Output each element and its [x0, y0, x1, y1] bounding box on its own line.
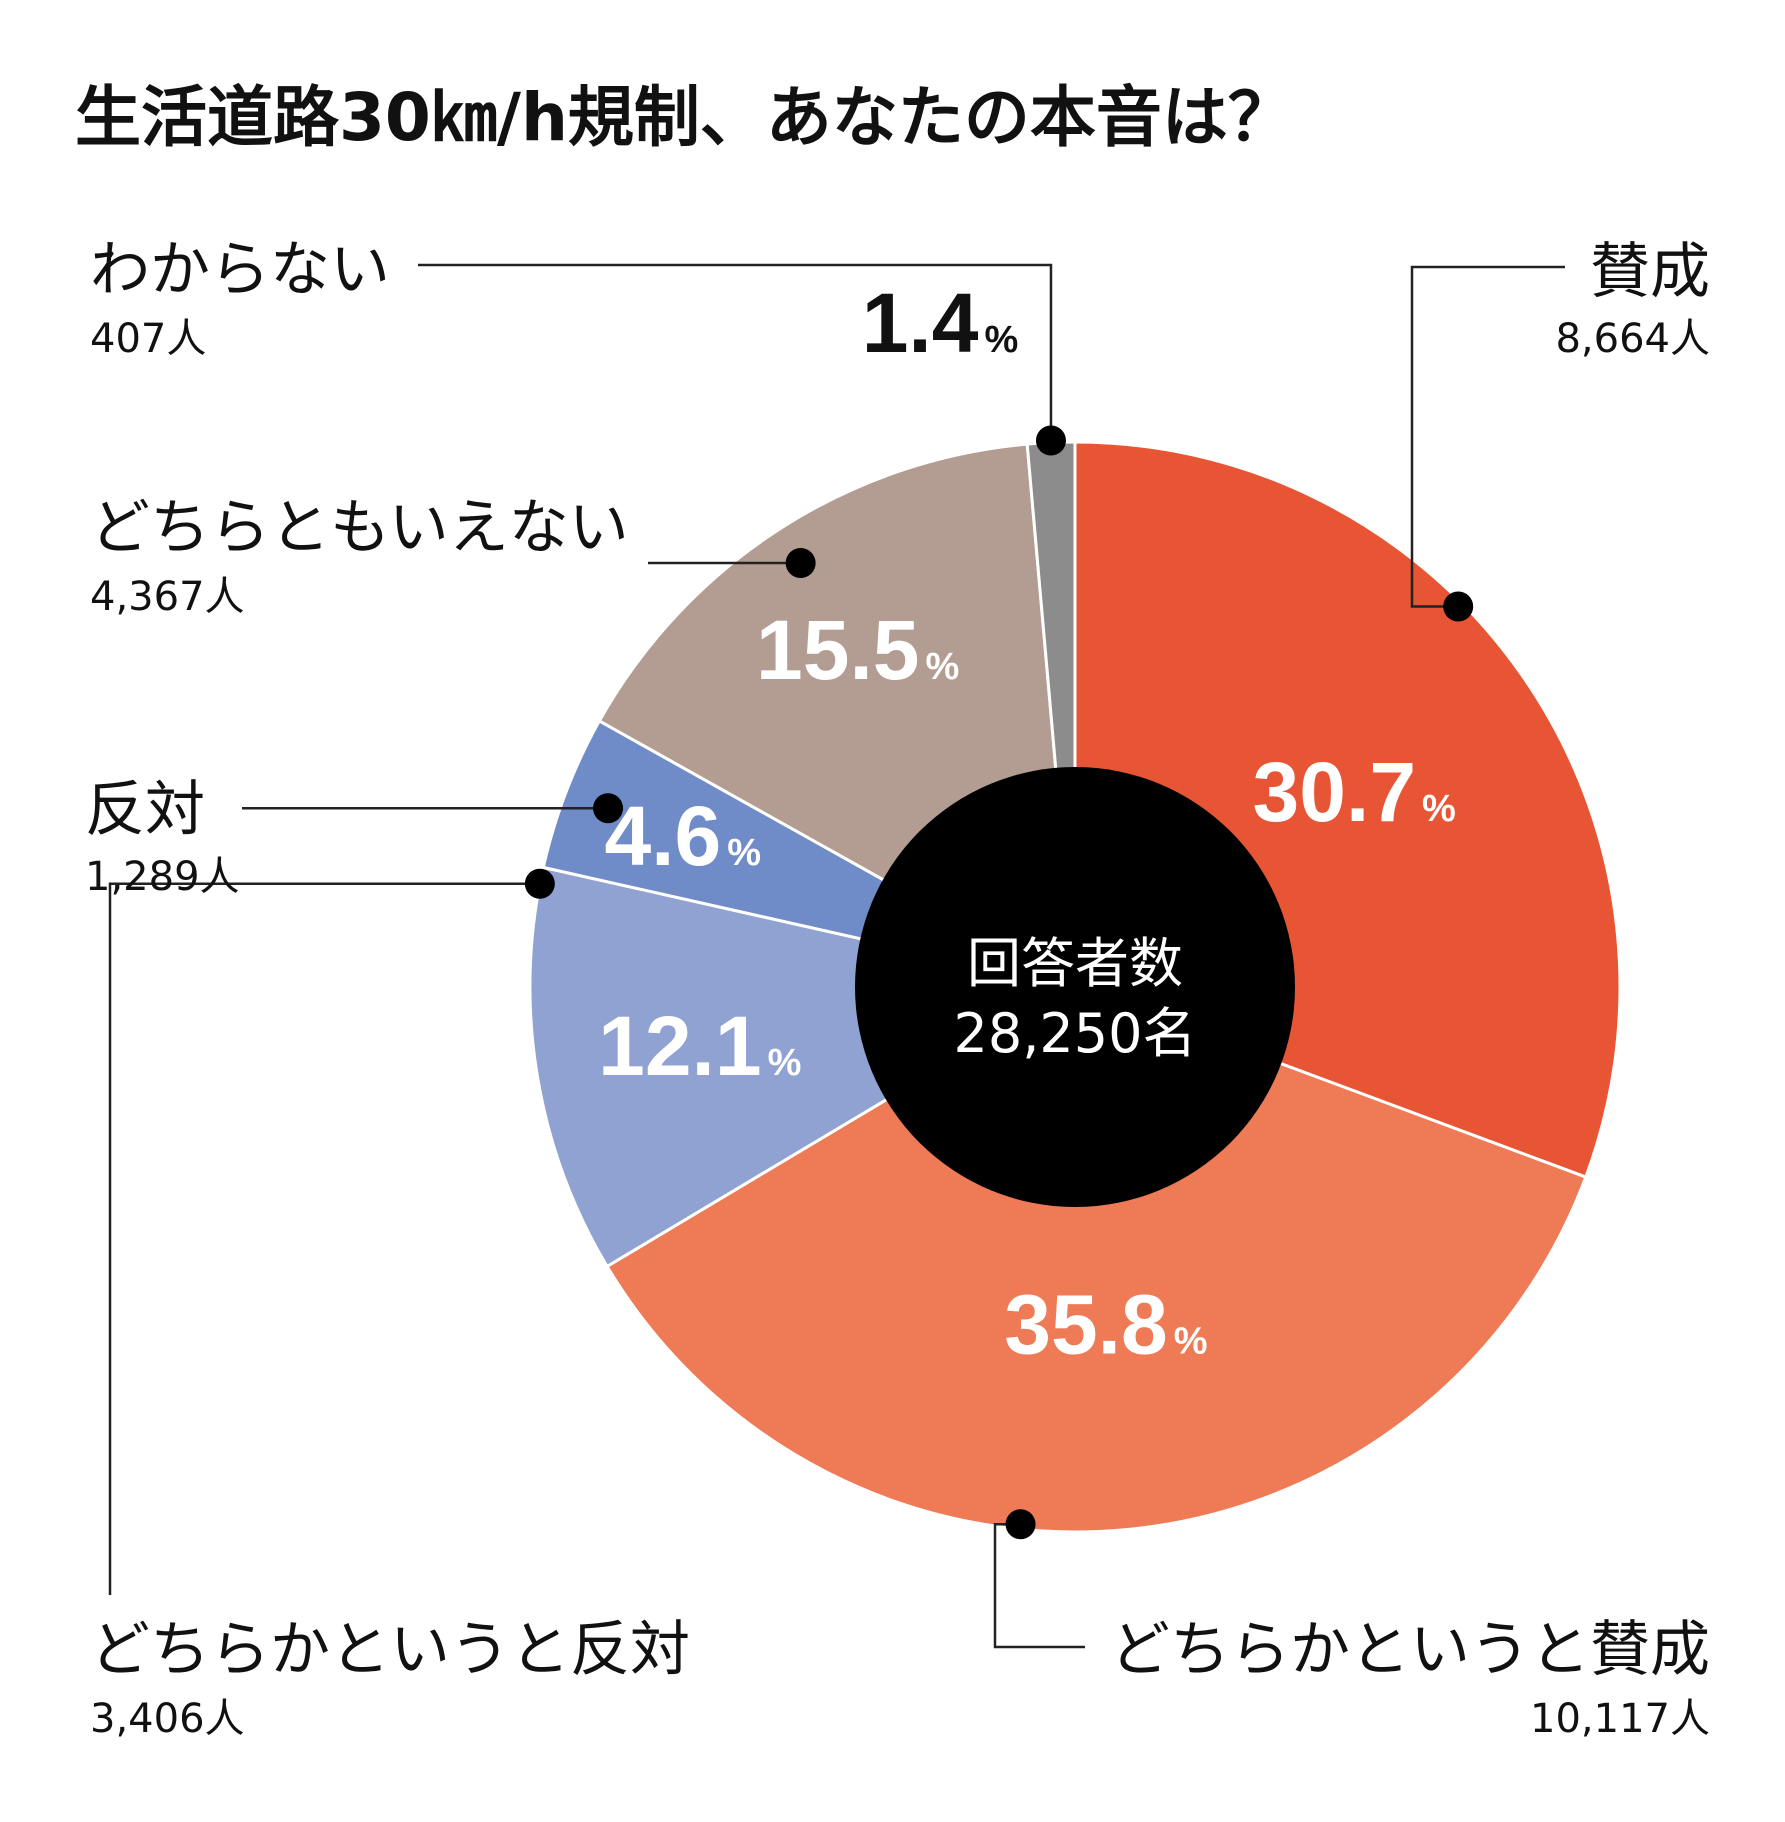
leader-dot-somewhat-disagree — [524, 868, 555, 899]
labels-group: 賛成 8,664人 30.7 % どちらかというと賛成 10,117人 35.8 % どちらかと… — [85, 235, 1710, 1742]
percent-label-somewhat-disagree: 12.1% — [598, 999, 801, 1093]
center-label: 回答者数 — [967, 932, 1183, 995]
count-label-somewhat-agree: 10,117人 — [1530, 1696, 1710, 1742]
category-label-disagree: 反対 — [85, 775, 205, 845]
slice-somewhat-agree — [604, 985, 1588, 1534]
leader-dot-disagree — [593, 793, 624, 824]
leader-dot-somewhat-agree — [1005, 1509, 1036, 1540]
leader-dot-unknown — [1035, 425, 1066, 456]
center-value: 28,250名 — [954, 1002, 1197, 1065]
leader-dot-agree — [1443, 591, 1474, 622]
leader-line-agree — [1410, 265, 1565, 608]
leader-line-somewhat-disagree — [108, 882, 540, 1595]
count-label-unknown: 407人 — [90, 316, 206, 362]
leader-dot-neutral — [785, 548, 816, 579]
count-label-somewhat-disagree: 3,406人 — [90, 1696, 245, 1742]
percent-label-unknown: 1.4% — [862, 276, 1019, 370]
category-label-somewhat-agree: どちらかというと賛成 — [1110, 1615, 1710, 1685]
category-label-neutral: どちらともいえない — [90, 493, 629, 563]
category-label-unknown: わからない — [90, 235, 390, 305]
count-label-agree: 8,664人 — [1555, 316, 1710, 362]
center-hole — [855, 767, 1295, 1207]
percent-label-somewhat-agree: 35.8% — [1004, 1278, 1207, 1372]
percent-label-neutral: 15.5% — [756, 603, 959, 697]
slices-group — [528, 440, 1622, 1534]
leader-line-somewhat-agree — [993, 1523, 1085, 1649]
leader-lines-group — [108, 263, 1565, 1649]
percent-label-agree: 30.7% — [1253, 745, 1456, 839]
count-label-neutral: 4,367人 — [90, 574, 245, 620]
category-label-agree: 賛成 — [1590, 237, 1710, 307]
leader-line-unknown — [418, 263, 1053, 441]
count-label-disagree: 1,289人 — [85, 854, 240, 900]
chart-title: 生活道路30㎞/h規制、あなたの本音は？ — [75, 79, 1294, 156]
category-label-somewhat-disagree: どちらかというと反対 — [90, 1615, 690, 1685]
percent-label-disagree: 4.6% — [604, 789, 761, 883]
